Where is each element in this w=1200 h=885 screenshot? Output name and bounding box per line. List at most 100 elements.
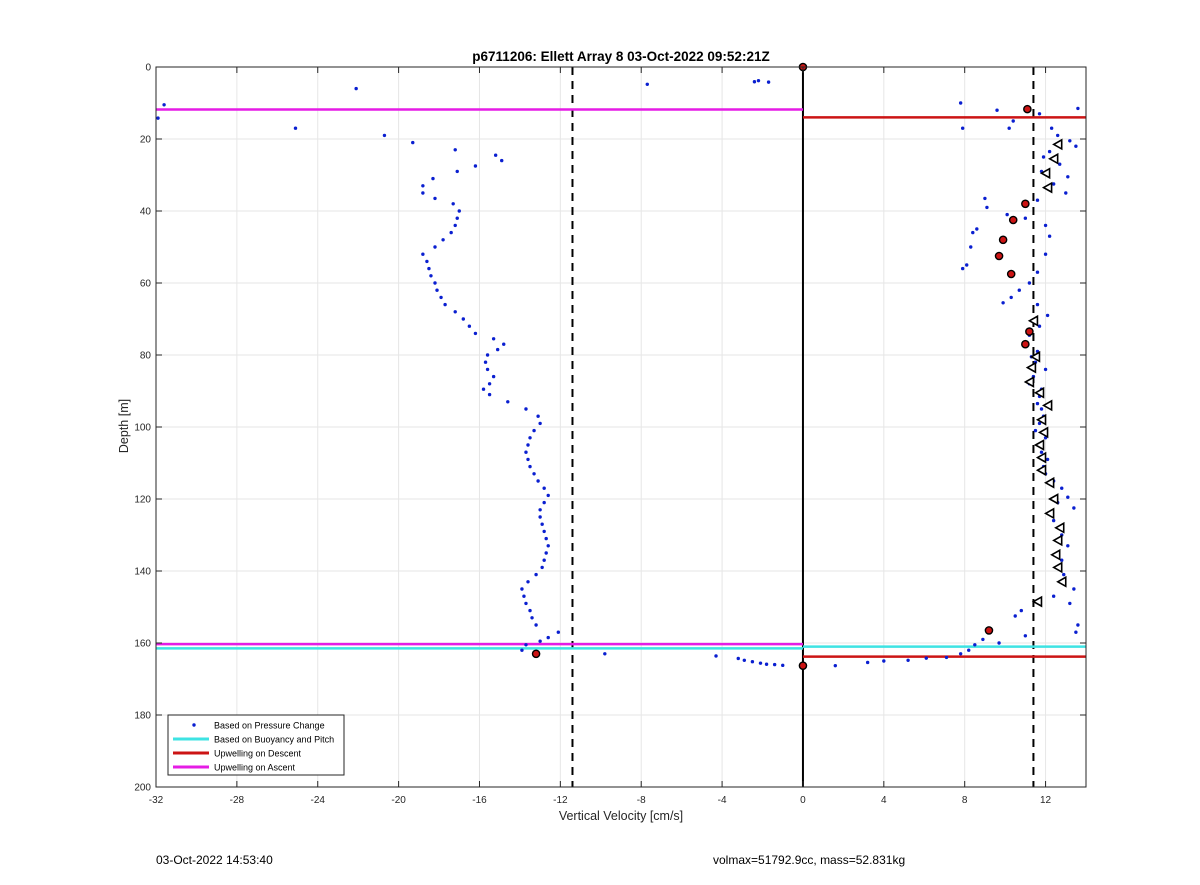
- data-point: [750, 660, 755, 664]
- descent-marker: [1021, 199, 1030, 209]
- footer-timestamp: 03-Oct-2022 14:53:40: [156, 853, 273, 867]
- ascent-marker: [1048, 493, 1059, 505]
- data-point: [756, 78, 761, 83]
- data-point: [1045, 313, 1050, 318]
- data-point: [958, 101, 963, 105]
- data-point: [485, 353, 490, 357]
- x-tick-label: 4: [881, 795, 887, 806]
- data-point: [1047, 149, 1052, 154]
- descent-marker: [994, 251, 1004, 261]
- data-point: [1023, 216, 1028, 220]
- data-point: [542, 486, 546, 490]
- data-point: [530, 616, 534, 620]
- data-point: [538, 639, 542, 643]
- data-point: [354, 86, 358, 91]
- x-tick-label: -12: [553, 795, 568, 806]
- ascent-marker: [1039, 167, 1051, 180]
- data-point: [506, 400, 510, 404]
- x-tick-label: -32: [149, 795, 164, 806]
- data-point: [1035, 401, 1040, 406]
- data-point: [1041, 155, 1046, 159]
- ascent-marker: [1035, 464, 1047, 477]
- data-point: [1037, 324, 1042, 328]
- data-point: [524, 643, 528, 647]
- x-tick-label: 0: [800, 795, 806, 806]
- ascent-marker: [1037, 426, 1049, 439]
- data-point: [546, 635, 550, 640]
- data-point: [540, 565, 544, 570]
- ascent-marker: [1041, 399, 1053, 412]
- data-point: [1049, 126, 1054, 130]
- ascent-marker: [1052, 534, 1063, 547]
- data-point: [538, 421, 542, 426]
- data-point: [1037, 421, 1042, 426]
- data-point: [1013, 614, 1017, 618]
- y-tick-label: 80: [140, 351, 152, 362]
- ascent-marker: [1035, 413, 1047, 426]
- data-point: [411, 140, 415, 145]
- descent-marker: [1025, 327, 1034, 336]
- data-point: [1047, 234, 1052, 238]
- y-tick-label: 160: [134, 639, 151, 650]
- data-point: [425, 259, 429, 264]
- data-point: [483, 360, 488, 364]
- descent-marker: [1006, 269, 1016, 279]
- data-point: [455, 169, 459, 174]
- data-point: [431, 176, 435, 181]
- data-point: [1051, 182, 1056, 186]
- data-point: [538, 508, 542, 512]
- data-point: [293, 126, 298, 130]
- data-point: [421, 252, 425, 256]
- y-tick-label: 200: [134, 783, 151, 794]
- data-point: [1068, 139, 1072, 143]
- data-point: [969, 245, 973, 249]
- data-point: [1074, 144, 1078, 148]
- ascent-marker: [1029, 350, 1041, 363]
- data-point: [603, 652, 607, 656]
- data-point: [473, 164, 478, 168]
- data-point: [865, 660, 870, 665]
- data-point: [1019, 608, 1024, 613]
- data-point: [1074, 630, 1078, 634]
- data-point: [528, 608, 532, 613]
- data-point: [544, 551, 548, 555]
- data-point: [882, 659, 886, 663]
- data-point: [534, 572, 538, 577]
- data-point: [1043, 252, 1048, 256]
- y-tick-label: 180: [134, 711, 151, 722]
- data-point: [1035, 198, 1040, 202]
- data-point: [1068, 601, 1072, 606]
- ascent-marker: [1052, 561, 1063, 574]
- data-point: [451, 202, 455, 206]
- data-point: [995, 108, 999, 112]
- data-point: [1017, 288, 1021, 292]
- data-point: [1066, 175, 1070, 179]
- data-point: [156, 116, 160, 120]
- data-point: [781, 663, 785, 668]
- footer-float-parameters: volmax=51792.9cc, mass=52.831kg: [713, 853, 906, 867]
- data-point: [752, 80, 757, 84]
- data-point: [532, 428, 536, 433]
- data-point: [1076, 106, 1080, 111]
- legend-label: Based on Buoyancy and Pitch: [214, 735, 334, 745]
- data-point: [546, 493, 550, 498]
- descent-marker: [798, 661, 808, 670]
- ascent-marker: [1027, 314, 1039, 327]
- data-point: [526, 443, 530, 447]
- data-point: [481, 387, 486, 391]
- axis-ticks: -32 -28 -24 -20 -16 -12 -8 -4 0 4 8 120204060801001…: [134, 63, 1086, 806]
- data-point: [534, 623, 538, 627]
- data-point: [960, 126, 965, 130]
- ascent-marker: [1054, 521, 1065, 534]
- data-point: [433, 281, 437, 285]
- data-point: [1037, 112, 1042, 116]
- legend-swatch-point: [192, 723, 196, 727]
- data-point: [764, 662, 769, 666]
- data-point: [924, 656, 928, 660]
- data-point: [421, 184, 425, 188]
- data-point: [524, 407, 528, 411]
- data-point: [985, 205, 989, 210]
- descent-marker: [984, 626, 994, 635]
- data-point: [162, 103, 166, 107]
